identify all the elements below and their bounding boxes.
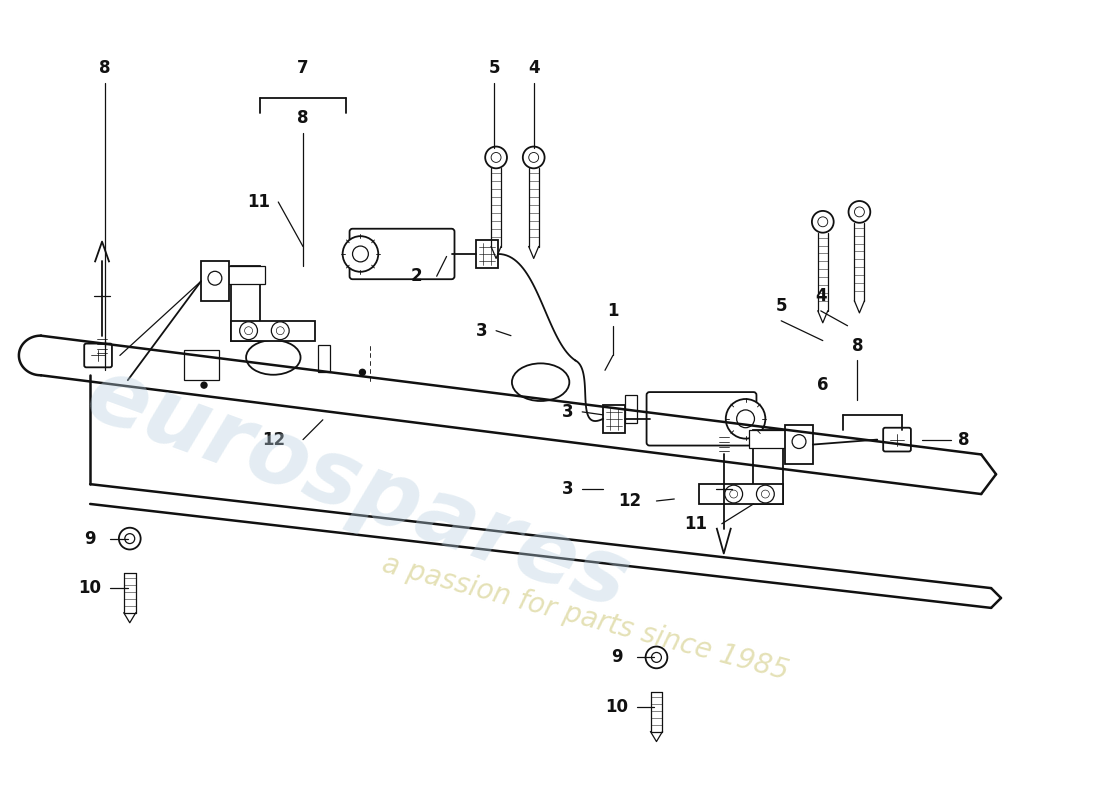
Circle shape — [651, 653, 661, 662]
Circle shape — [342, 236, 378, 272]
Circle shape — [792, 434, 806, 449]
Text: 6: 6 — [817, 376, 828, 394]
Bar — [785, 425, 813, 464]
Text: 10: 10 — [79, 579, 101, 597]
Circle shape — [485, 146, 507, 168]
Text: 8: 8 — [851, 337, 864, 354]
Text: 4: 4 — [815, 287, 826, 305]
Circle shape — [119, 528, 141, 550]
Circle shape — [124, 534, 134, 543]
Text: 3: 3 — [475, 322, 487, 340]
Text: 10: 10 — [605, 698, 628, 716]
Text: 3: 3 — [561, 403, 573, 421]
Circle shape — [737, 410, 755, 428]
Bar — [201, 262, 229, 301]
Circle shape — [726, 399, 766, 438]
Text: 5: 5 — [488, 59, 499, 78]
Ellipse shape — [246, 340, 300, 374]
Bar — [226, 266, 265, 284]
Circle shape — [646, 646, 668, 668]
Bar — [231, 321, 315, 341]
Circle shape — [529, 153, 539, 162]
Circle shape — [729, 490, 738, 498]
Circle shape — [761, 490, 769, 498]
Bar — [754, 430, 783, 504]
FancyBboxPatch shape — [350, 229, 454, 279]
Text: eurospares: eurospares — [75, 350, 640, 628]
Text: a passion for parts since 1985: a passion for parts since 1985 — [378, 550, 792, 686]
Circle shape — [272, 322, 289, 340]
Circle shape — [757, 485, 774, 503]
Circle shape — [848, 201, 870, 222]
Text: 1: 1 — [607, 302, 618, 320]
Ellipse shape — [512, 363, 570, 401]
FancyBboxPatch shape — [883, 428, 911, 451]
Circle shape — [667, 415, 672, 421]
Circle shape — [276, 326, 284, 334]
Text: 12: 12 — [262, 430, 285, 449]
Text: 7: 7 — [297, 59, 309, 78]
Text: 8: 8 — [99, 59, 111, 78]
Bar — [184, 350, 219, 380]
Circle shape — [522, 146, 544, 168]
Circle shape — [208, 271, 222, 285]
Circle shape — [725, 485, 742, 503]
Text: 11: 11 — [248, 193, 270, 211]
Bar — [603, 405, 625, 433]
Text: 4: 4 — [528, 59, 539, 78]
Text: 2: 2 — [411, 267, 422, 286]
Circle shape — [817, 217, 827, 226]
Text: 12: 12 — [618, 492, 641, 510]
Text: 5: 5 — [776, 297, 786, 315]
Circle shape — [201, 382, 207, 388]
Bar — [748, 430, 788, 447]
Circle shape — [240, 322, 257, 340]
Text: 8: 8 — [958, 430, 969, 449]
Text: 9: 9 — [612, 649, 623, 666]
Circle shape — [352, 246, 368, 262]
Bar — [231, 266, 261, 341]
Text: 8: 8 — [297, 109, 309, 127]
Circle shape — [855, 207, 865, 217]
FancyBboxPatch shape — [85, 343, 112, 367]
FancyBboxPatch shape — [647, 392, 757, 446]
Text: 11: 11 — [684, 514, 707, 533]
Circle shape — [244, 326, 253, 334]
Text: 9: 9 — [85, 530, 96, 548]
Bar — [625, 395, 637, 422]
Bar — [318, 345, 330, 372]
Bar — [476, 240, 498, 268]
Bar — [698, 484, 783, 504]
Circle shape — [360, 370, 365, 375]
Circle shape — [812, 211, 834, 233]
Text: 3: 3 — [561, 480, 573, 498]
Circle shape — [491, 153, 501, 162]
